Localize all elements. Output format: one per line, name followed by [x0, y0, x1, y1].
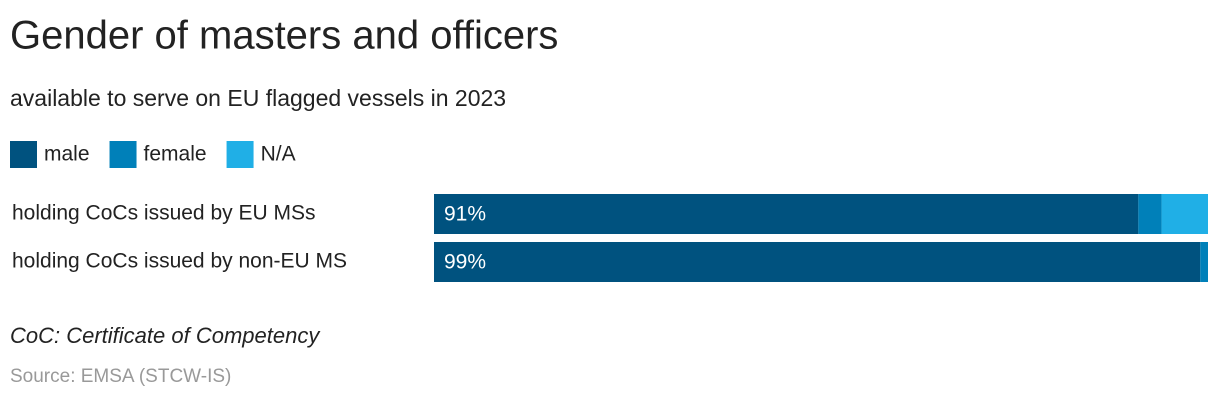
legend-label: N/A [261, 143, 296, 166]
value-label: 91% [444, 203, 486, 226]
legend-swatch [10, 141, 37, 168]
bar-segment [1161, 194, 1208, 234]
chart-subtitle: available to serve on EU flagged vessels… [10, 85, 506, 111]
note: CoC: Certificate of Competency [10, 323, 321, 348]
bar-segment [1138, 194, 1162, 234]
legend-label: male [44, 143, 90, 166]
bar-segment [434, 194, 1139, 234]
value-label: 99% [444, 251, 486, 274]
y-tick-label: holding CoCs issued by EU MSs [12, 202, 315, 225]
bar-segment [1200, 242, 1208, 282]
legend-swatch [226, 141, 254, 168]
legend-swatch [109, 141, 137, 168]
legend-label: female [144, 143, 207, 166]
bar-segment [434, 242, 1201, 282]
source: Source: EMSA (STCW-IS) [10, 366, 231, 387]
y-tick-label: holding CoCs issued by non-EU MS [12, 250, 347, 273]
chart-title: Gender of masters and officers [10, 14, 558, 58]
